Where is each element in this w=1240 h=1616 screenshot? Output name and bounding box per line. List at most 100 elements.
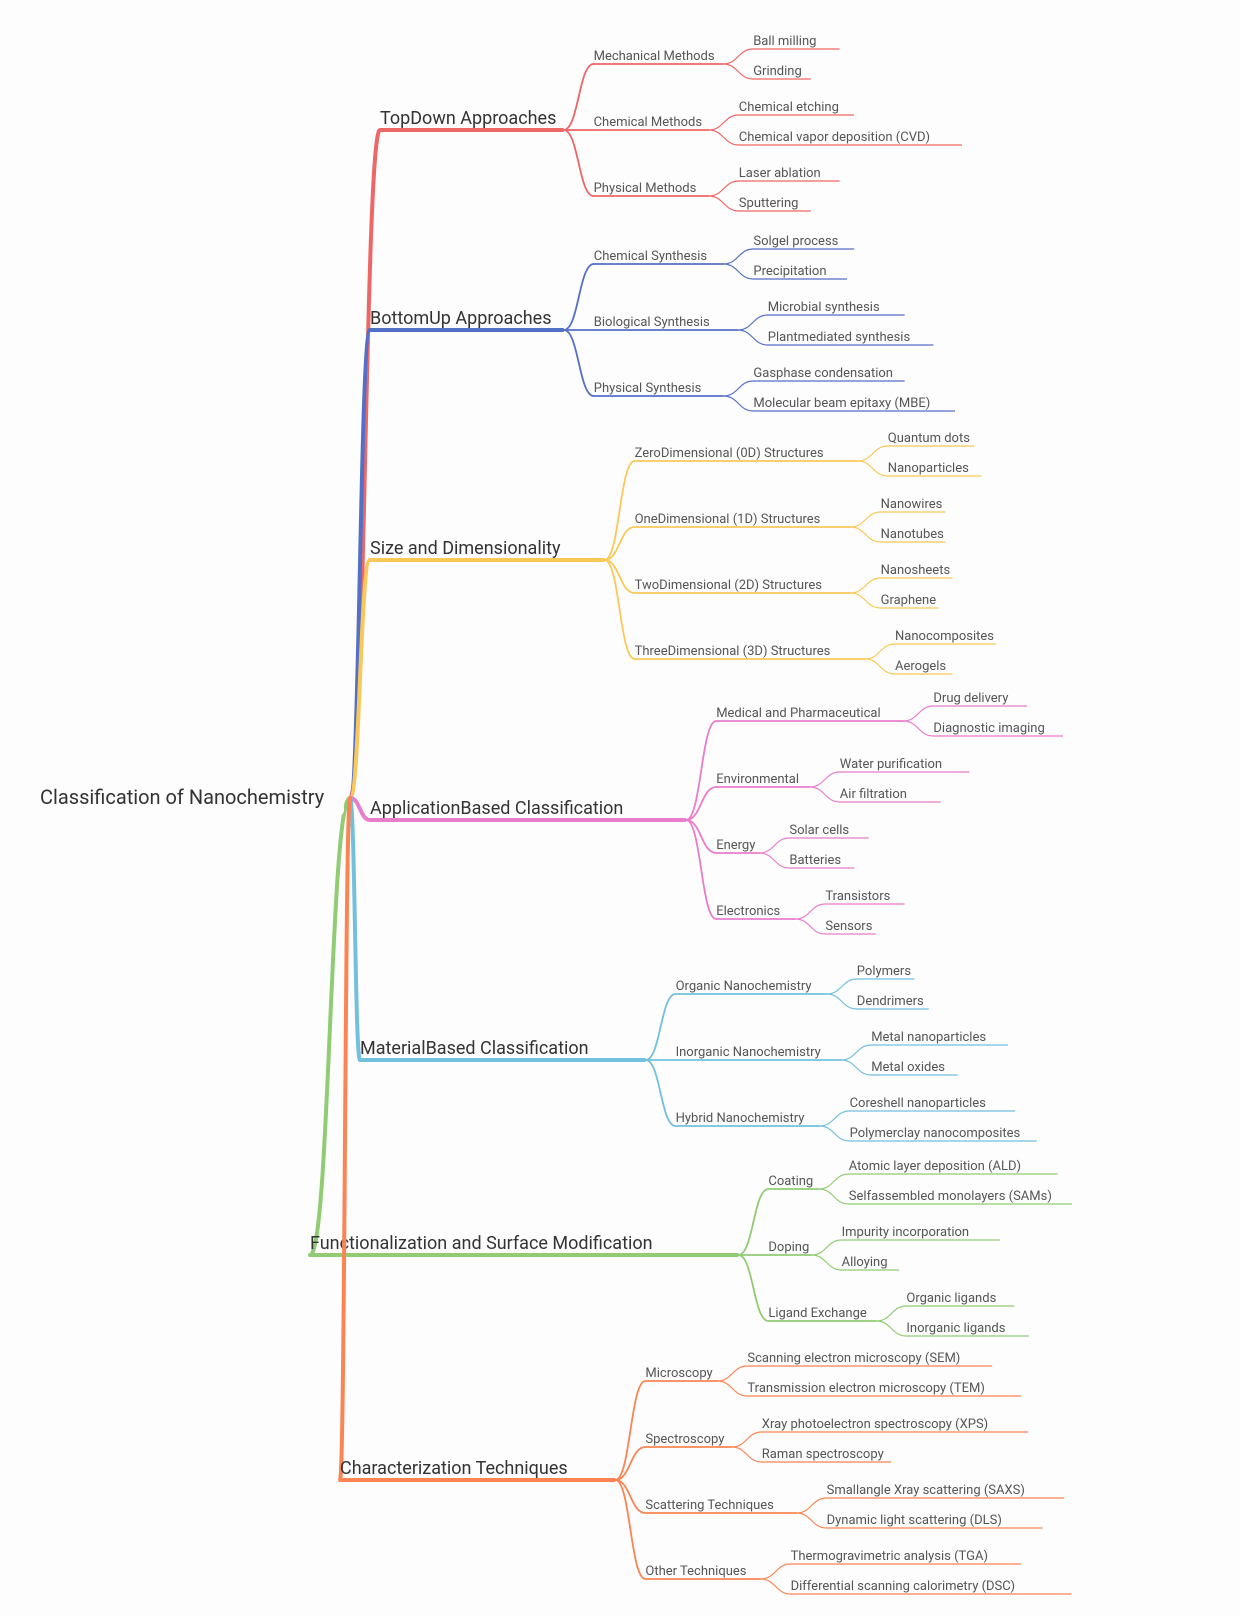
- connector: [759, 853, 789, 868]
- subbranch-label: Physical Synthesis: [594, 381, 702, 396]
- connector: [858, 461, 888, 476]
- leaf-label: Quantum dots: [888, 431, 970, 446]
- branch-label: Functionalization and Surface Modificati…: [310, 1233, 653, 1254]
- leaf-label: Metal oxides: [871, 1060, 945, 1075]
- leaf-label: Gasphase condensation: [753, 366, 893, 381]
- connector: [759, 838, 789, 853]
- leaf-label: Nanosheets: [881, 563, 951, 578]
- leaf-label: Grinding: [753, 64, 802, 79]
- leaf-label: Molecular beam epitaxy (MBE): [753, 396, 930, 411]
- connector: [709, 130, 739, 145]
- leaf-label: Ball milling: [753, 34, 816, 49]
- leaf-label: Sensors: [825, 919, 872, 934]
- subbranch-label: Doping: [768, 1240, 809, 1255]
- leaf-label: Smallangle Xray scattering (SAXS): [827, 1483, 1025, 1498]
- connector: [810, 787, 840, 802]
- connector: [350, 130, 380, 798]
- leaf-label: Polymerclay nanocomposites: [850, 1126, 1021, 1141]
- connector: [717, 1366, 747, 1381]
- subbranch-label: Spectroscopy: [645, 1432, 724, 1447]
- leaf-label: Thermogravimetric analysis (TGA): [791, 1549, 988, 1564]
- connector: [865, 659, 895, 674]
- connector: [723, 396, 753, 411]
- connector: [646, 994, 676, 1060]
- connector: [797, 1513, 827, 1528]
- leaf-label: Transistors: [825, 889, 890, 904]
- connector: [723, 64, 753, 79]
- leaf-label: Sputtering: [739, 196, 799, 211]
- leaf-label: Plantmediated synthesis: [768, 330, 911, 345]
- connector: [340, 798, 350, 1480]
- leaf-label: Coreshell nanoparticles: [850, 1096, 987, 1111]
- subbranch-label: TwoDimensional (2D) Structures: [635, 578, 823, 593]
- leaf-label: Precipitation: [753, 264, 826, 279]
- connector: [812, 1240, 842, 1255]
- leaf-label: Dendrimers: [857, 994, 924, 1009]
- subbranch-label: Scattering Techniques: [645, 1498, 774, 1513]
- subbranch-label: Inorganic Nanochemistry: [676, 1045, 821, 1060]
- connector: [903, 721, 933, 736]
- leaf-label: Solgel process: [753, 234, 838, 249]
- leaf-label: Drug delivery: [933, 691, 1008, 706]
- leaf-label: Graphene: [881, 593, 937, 608]
- connector: [738, 1189, 768, 1255]
- leaf-label: Chemical etching: [739, 100, 839, 115]
- connector: [738, 1255, 768, 1321]
- connector: [795, 904, 825, 919]
- leaf-label: Impurity incorporation: [842, 1225, 970, 1240]
- connector: [812, 1255, 842, 1270]
- connector: [797, 1498, 827, 1513]
- connector: [865, 644, 895, 659]
- connector: [761, 1579, 791, 1594]
- branch-label: TopDown Approaches: [380, 108, 556, 129]
- leaf-label: Chemical vapor deposition (CVD): [739, 130, 930, 145]
- connector: [761, 1564, 791, 1579]
- leaf-label: Raman spectroscopy: [762, 1447, 884, 1462]
- leaf-label: Atomic layer deposition (ALD): [849, 1159, 1021, 1174]
- leaf-label: Scanning electron microscopy (SEM): [747, 1351, 960, 1366]
- connector: [723, 249, 753, 264]
- subbranch-label: Chemical Methods: [594, 115, 703, 130]
- connector: [810, 772, 840, 787]
- branch-label: BottomUp Approaches: [370, 308, 552, 329]
- connector: [851, 527, 881, 542]
- leaf-label: Nanowires: [881, 497, 943, 512]
- leaf-label: Air filtration: [840, 787, 907, 802]
- connector: [827, 994, 857, 1009]
- connector: [819, 1189, 849, 1204]
- connector: [709, 115, 739, 130]
- subbranch-label: Microscopy: [645, 1366, 712, 1381]
- connector: [732, 1432, 762, 1447]
- connector: [564, 264, 594, 330]
- connector: [820, 1126, 850, 1141]
- leaf-label: Selfassembled monolayers (SAMs): [849, 1189, 1052, 1204]
- connector: [709, 181, 739, 196]
- connector: [564, 64, 594, 130]
- leaf-label: Nanoparticles: [888, 461, 969, 476]
- leaf-label: Solar cells: [789, 823, 849, 838]
- connector: [564, 330, 594, 396]
- connector: [723, 49, 753, 64]
- connector: [795, 919, 825, 934]
- subbranch-label: ZeroDimensional (0D) Structures: [635, 446, 824, 461]
- subbranch-label: Hybrid Nanochemistry: [676, 1111, 805, 1126]
- leaf-label: Inorganic ligands: [906, 1321, 1005, 1336]
- branch-label: MaterialBased Classification: [360, 1038, 589, 1059]
- subbranch-label: Chemical Synthesis: [594, 249, 708, 264]
- connector: [827, 979, 857, 994]
- branch-label: Size and Dimensionality: [370, 538, 561, 559]
- branch-label: ApplicationBased Classification: [370, 798, 623, 819]
- leaf-label: Transmission electron microscopy (TEM): [747, 1381, 985, 1396]
- leaf-label: Diagnostic imaging: [933, 721, 1044, 736]
- leaf-label: Alloying: [842, 1255, 888, 1270]
- leaf-label: Nanocomposites: [895, 629, 994, 644]
- connector: [646, 1060, 676, 1126]
- leaf-label: Polymers: [857, 964, 912, 979]
- subbranch-label: ThreeDimensional (3D) Structures: [635, 644, 831, 659]
- connector: [851, 512, 881, 527]
- connector: [876, 1306, 906, 1321]
- branch-label: Characterization Techniques: [340, 1458, 568, 1479]
- connector: [820, 1111, 850, 1126]
- leaf-label: Xray photoelectron spectroscopy (XPS): [762, 1417, 988, 1432]
- subbranch-label: Organic Nanochemistry: [676, 979, 812, 994]
